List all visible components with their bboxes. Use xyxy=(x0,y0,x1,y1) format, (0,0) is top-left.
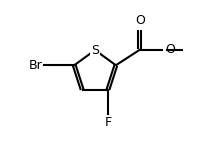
Text: Br: Br xyxy=(28,59,42,72)
Text: O: O xyxy=(165,43,175,56)
Text: F: F xyxy=(104,116,112,129)
Text: O: O xyxy=(135,14,145,27)
Text: S: S xyxy=(91,44,99,57)
